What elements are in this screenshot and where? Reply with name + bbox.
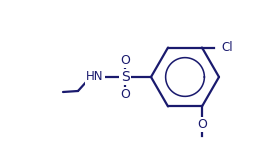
Text: Cl: Cl xyxy=(221,41,233,54)
Text: O: O xyxy=(120,88,130,100)
Text: S: S xyxy=(120,70,129,84)
Text: O: O xyxy=(120,53,130,66)
Text: HN: HN xyxy=(86,71,104,84)
Text: O: O xyxy=(197,118,207,131)
